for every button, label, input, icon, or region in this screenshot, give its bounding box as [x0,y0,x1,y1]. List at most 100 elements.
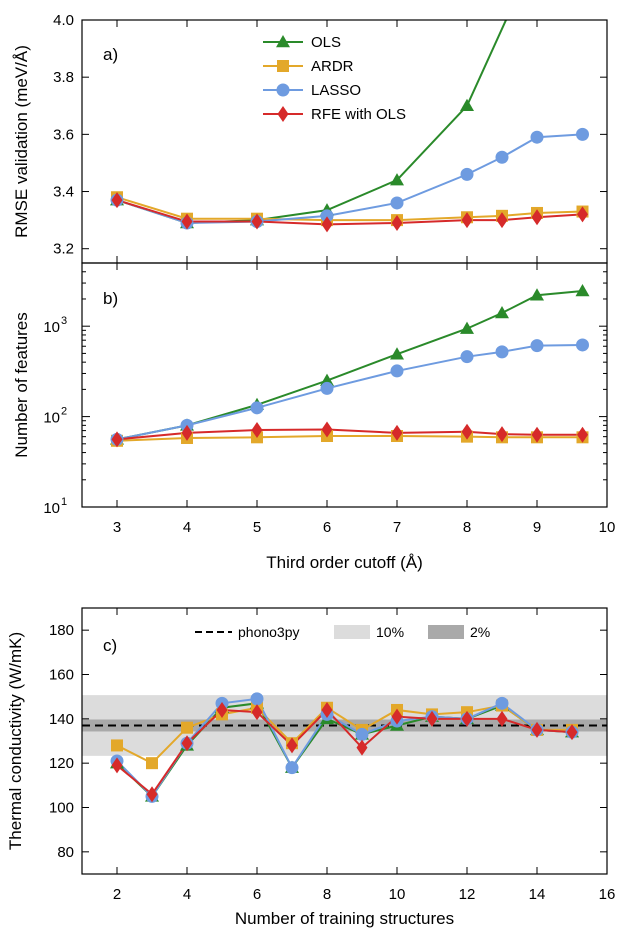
legend-marker [277,106,289,122]
data-point-ols [495,305,509,319]
data-point-lasso [250,692,264,706]
data-point-rfe-with-ols [391,708,403,725]
y-tick-label: 4.0 [53,12,74,29]
series-group [110,20,589,233]
x-tick-label: 12 [459,886,476,903]
y-tick-label: 10 [43,319,60,336]
data-point-rfe-with-ols [531,721,543,738]
data-point-lasso [390,196,404,210]
data-point-lasso [576,127,589,141]
data-point-lasso [460,350,474,364]
series-line-ols [116,290,583,441]
data-point-lasso [495,150,509,164]
x-tick-label: 10 [389,886,406,903]
data-point-rfe-with-ols [391,424,403,441]
y-tick-label: 3.4 [53,184,74,201]
data-point-ardr [146,757,158,770]
y-tick-label: 10 [43,500,60,517]
data-point-ols [390,347,404,360]
data-point-lasso [250,401,264,415]
data-point-rfe-with-ols [496,710,508,727]
data-point-ols [530,288,544,301]
data-point-rfe-with-ols [461,423,473,440]
data-point-lasso [285,761,299,775]
y-axis-label: Number of features [12,312,31,458]
data-point-rfe-with-ols [251,704,263,721]
x-tick-label: 8 [323,886,331,903]
x-tick-label: 9 [533,519,541,536]
x-tick-label: 4 [183,519,191,536]
data-point-rfe-with-ols [461,212,473,229]
y-tick-label: 10 [43,410,60,427]
data-point-rfe-with-ols [251,213,263,230]
x-tick-label: 7 [393,519,401,536]
series-line-lasso [116,133,583,224]
data-point-rfe-with-ols [181,735,193,752]
data-point-rfe-with-ols [356,739,368,756]
x-tick-label: 2 [113,886,121,903]
data-point-ardr [111,739,123,752]
y-tick-exponent: 1 [61,496,67,508]
legend-marker [276,35,290,48]
x-axis-label: Third order cutoff (Å) [266,553,423,572]
data-point-rfe-with-ols [577,426,588,443]
legend-label: LASSO [311,82,361,99]
data-point-rfe-with-ols [391,214,403,231]
y-tick-label: 3.8 [53,69,74,86]
data-point-lasso [530,339,544,353]
legend-label: 10% [376,624,404,640]
y-tick-label: 180 [49,622,74,639]
data-point-rfe-with-ols [577,206,588,223]
data-point-rfe-with-ols [251,422,263,439]
y-axis-label: RMSE validation (meV/Å) [12,45,31,238]
y-axis-label: Thermal conductivity (W/mK) [6,632,25,850]
y-tick-label: 120 [49,755,74,772]
plot-frame [81,607,608,875]
data-point-rfe-with-ols [111,757,123,774]
x-tick-label: 3 [113,519,121,536]
data-point-rfe-with-ols [321,421,333,438]
chart-thermal-conductivity: 80 100 120 140 160 180 2 4 6 8 10 12 14 16 c) phono3py 1… [6,607,616,928]
data-point-rfe-with-ols [216,701,228,718]
data-point-lasso [576,338,589,352]
x-tick-label: 8 [463,519,471,536]
data-point-lasso [530,130,544,144]
panel-label: b) [103,289,118,308]
data-point-lasso [460,167,474,181]
x-tick-label: 4 [183,886,191,903]
data-point-rfe-with-ols [496,212,508,229]
x-axis-label: Number of training structures [235,909,454,928]
x-tick-label: 14 [529,886,546,903]
y-tick-label: 100 [49,800,74,817]
y-tick-label: 3.6 [53,126,74,143]
data-point-lasso [355,727,369,741]
data-point-rfe-with-ols [181,424,193,441]
legend-swatch-10-percent [334,625,370,639]
data-point-rfe-with-ols [286,737,298,754]
data-point-ols [460,321,474,334]
chart-rmse-validation: 3.2 3.4 3.6 3.8 4.0 a) OLS ARDR LASSO RFE with OL… [12,12,608,264]
data-point-ardr [181,721,193,734]
data-point-rfe-with-ols [566,724,578,741]
legend-swatch-2-percent [428,625,464,639]
panel-label: a) [103,45,118,64]
legend-marker [277,60,289,72]
panel-label: c) [103,636,117,655]
data-point-ols [460,98,474,112]
data-point-rfe-with-ols [111,192,123,209]
legend-marker [276,83,290,97]
data-point-ols [390,173,404,186]
data-point-lasso [495,345,509,359]
x-tick-label: 10 [599,519,616,536]
y-tick-exponent: 2 [61,406,67,418]
data-point-lasso [495,696,509,710]
y-tick-label: 80 [57,844,74,861]
data-point-lasso [320,209,334,223]
x-tick-label: 16 [599,886,616,903]
legend-label: ARDR [311,58,354,75]
legend-label: RFE with OLS [311,106,406,123]
y-tick-label: 160 [49,667,74,684]
chart-number-of-features: 10 110 210 33 4 5 6 7 8 9 10b)Number of featuresTh… [12,262,616,572]
data-point-rfe-with-ols [146,786,158,803]
